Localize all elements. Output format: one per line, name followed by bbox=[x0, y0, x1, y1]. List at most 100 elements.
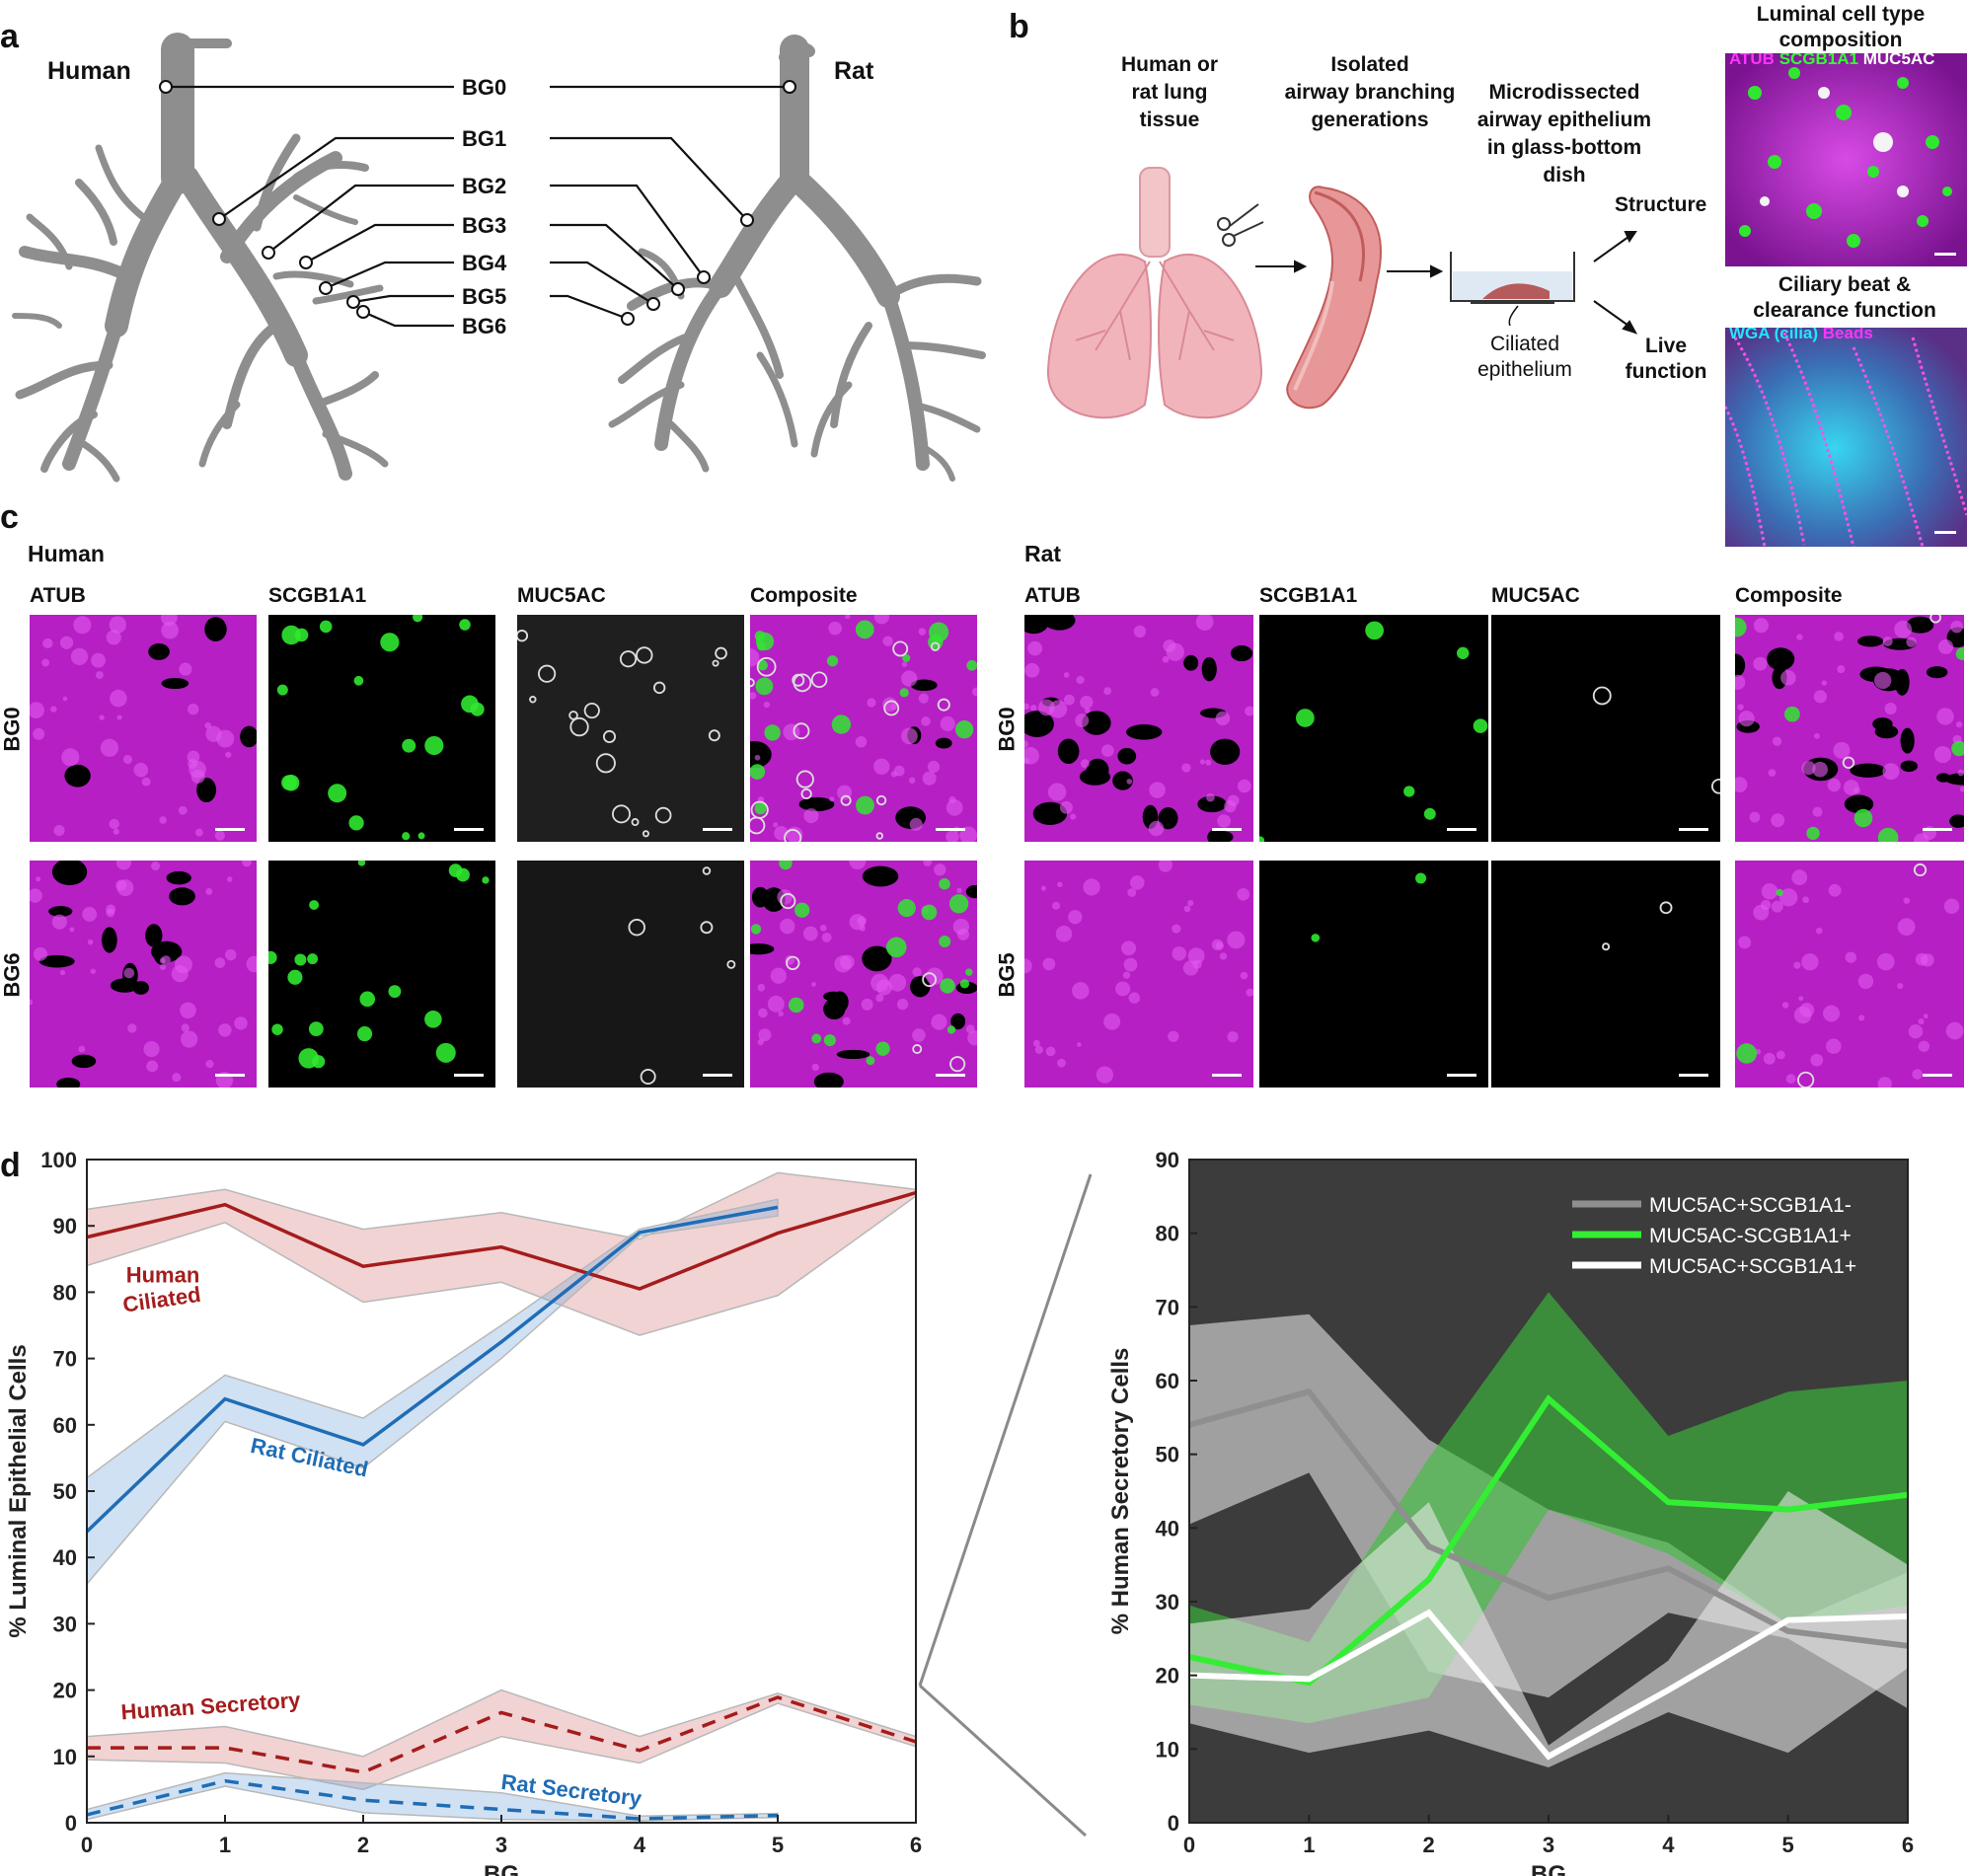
series-annotation: Human Secretory bbox=[120, 1688, 302, 1725]
micrograph-human-bg0-scgb1a1 bbox=[268, 615, 495, 842]
bg1-label: BG1 bbox=[462, 126, 507, 151]
y-tick-label: 40 bbox=[53, 1545, 77, 1570]
step2-text: Isolated airway branching generations bbox=[1251, 51, 1488, 134]
x-tick-label: 4 bbox=[634, 1833, 646, 1857]
scale-bar bbox=[1923, 828, 1952, 831]
luminal-composition-title: Luminal cell type composition bbox=[1717, 2, 1964, 53]
workflow-illustration bbox=[1046, 167, 1638, 419]
lungs-icon bbox=[1046, 167, 1263, 419]
x-tick-label: 1 bbox=[219, 1833, 231, 1857]
y-tick-label: 0 bbox=[1168, 1811, 1179, 1836]
legend-label: MUC5AC-SCGB1A1+ bbox=[1649, 1225, 1852, 1247]
step1-line: rat lung bbox=[1131, 81, 1208, 104]
x-tick-label: 5 bbox=[772, 1833, 784, 1857]
bg3-label: BG3 bbox=[462, 213, 507, 238]
structure-label: Structure bbox=[1615, 193, 1707, 216]
micrograph-rat-bg5-atub bbox=[1024, 861, 1253, 1088]
channel-header-human-atub: ATUB bbox=[30, 584, 86, 607]
scale-bar bbox=[1679, 1074, 1708, 1077]
y-tick-label: 40 bbox=[1156, 1516, 1179, 1540]
y-tick-label: 50 bbox=[1156, 1443, 1179, 1467]
micrograph-rat-bg5-muc5ac bbox=[1491, 861, 1720, 1088]
zoom-connector bbox=[918, 1173, 1093, 1838]
scale-bar bbox=[215, 1074, 245, 1077]
y-tick-label: 0 bbox=[65, 1811, 77, 1836]
x-tick-label: 5 bbox=[1782, 1833, 1794, 1857]
step3-text: Microdissected airway epithelium in glas… bbox=[1441, 79, 1688, 189]
micrograph-rat-bg0-scgb1a1 bbox=[1259, 615, 1488, 842]
step1-line: Human or bbox=[1120, 53, 1218, 76]
y-tick-label: 30 bbox=[53, 1612, 77, 1636]
y-tick-label: 90 bbox=[53, 1214, 77, 1238]
step3-line: dish bbox=[1543, 164, 1586, 187]
micrograph-human-bg6-scgb1a1 bbox=[268, 861, 495, 1088]
band-rat-secretory bbox=[86, 1771, 779, 1822]
channel-header-rat-muc5ac: MUC5AC bbox=[1491, 584, 1580, 607]
micrograph-rat-bg5-composite bbox=[1735, 861, 1964, 1088]
y-tick-label: 60 bbox=[53, 1413, 77, 1438]
micrograph-rat-bg0-muc5ac bbox=[1491, 615, 1720, 842]
micrograph-rat-bg0-atub bbox=[1024, 615, 1253, 842]
dish-label-line: epithelium bbox=[1477, 358, 1572, 381]
row-label-rat-bg0: BG0 bbox=[994, 707, 1020, 752]
y-tick-label: 100 bbox=[40, 1150, 77, 1172]
channel-wga: WGA (cilia) bbox=[1729, 328, 1819, 342]
channel-muc5ac: MUC5AC bbox=[1862, 53, 1935, 68]
micrograph-human-bg6-muc5ac bbox=[517, 861, 744, 1088]
micrograph-human-bg0-muc5ac bbox=[517, 615, 744, 842]
dish-label: Ciliated epithelium bbox=[1451, 332, 1599, 383]
panel-letter-d: d bbox=[0, 1147, 21, 1184]
panel-letter-b: b bbox=[1009, 8, 1029, 45]
channel-atub: ATUB bbox=[1729, 53, 1775, 68]
scale-bar bbox=[1447, 1074, 1476, 1077]
micrograph-human-bg6-atub bbox=[30, 861, 257, 1088]
panel-a-human-title: Human bbox=[47, 57, 131, 85]
y-tick-label: 10 bbox=[1156, 1737, 1179, 1762]
title-line: clearance function bbox=[1753, 299, 1936, 322]
live-label-line: function bbox=[1625, 360, 1707, 383]
series-line-rat-ciliated bbox=[85, 1205, 779, 1534]
x-tick-label: 2 bbox=[357, 1833, 369, 1857]
x-tick-label: 2 bbox=[1423, 1833, 1435, 1857]
scale-bar bbox=[1934, 531, 1956, 534]
x-tick-label: 1 bbox=[1303, 1833, 1315, 1857]
y-tick-label: 70 bbox=[1156, 1295, 1179, 1319]
x-tick-label: 6 bbox=[910, 1833, 922, 1857]
scale-bar bbox=[454, 828, 484, 831]
y-tick-label: 80 bbox=[1156, 1222, 1179, 1246]
dish-label-line: Ciliated bbox=[1489, 333, 1560, 355]
ciliary-function-title: Ciliary beat & clearance function bbox=[1722, 272, 1967, 324]
x-axis-label: BG bbox=[1531, 1861, 1566, 1876]
live-channel-legend: WGA (cilia) Beads bbox=[1729, 328, 1873, 343]
live-label-line: Live bbox=[1644, 335, 1688, 357]
row-label-rat-bg5: BG5 bbox=[994, 952, 1020, 998]
y-tick-label: 70 bbox=[53, 1347, 77, 1372]
scale-bar bbox=[936, 828, 965, 831]
band-human-ciliated bbox=[86, 1171, 917, 1336]
scale-bar bbox=[1679, 828, 1708, 831]
title-line: Ciliary beat & bbox=[1778, 273, 1912, 296]
x-axis-label: BG bbox=[484, 1861, 519, 1876]
structure-image: ATUB SCGB1A1 MUC5AC bbox=[1725, 53, 1967, 266]
step3-line: airway epithelium bbox=[1476, 109, 1652, 131]
title-line: composition bbox=[1778, 29, 1903, 51]
panel-a-rat-title: Rat bbox=[834, 57, 874, 85]
micrograph-rat-bg0-composite bbox=[1735, 615, 1964, 842]
step2-line: Isolated bbox=[1330, 53, 1409, 76]
channel-header-rat-composite: Composite bbox=[1735, 584, 1843, 607]
series-line-rat-secretory bbox=[86, 1778, 779, 1821]
band-muc5ac-scgb1a1- bbox=[1189, 1491, 1908, 1767]
x-tick-label: 3 bbox=[495, 1833, 507, 1857]
y-axis-label: % Luminal Epithelial Cells bbox=[5, 1344, 32, 1637]
scale-bar bbox=[703, 828, 732, 831]
scale-bar bbox=[215, 828, 245, 831]
step3-line: in glass-bottom bbox=[1486, 136, 1642, 159]
micrograph-human-bg6-composite bbox=[750, 861, 977, 1088]
panel-c-human-title: Human bbox=[28, 541, 105, 566]
y-tick-label: 90 bbox=[1156, 1150, 1179, 1172]
channel-header-rat-scgb1a1: SCGB1A1 bbox=[1259, 584, 1358, 607]
y-tick-label: 20 bbox=[53, 1679, 77, 1703]
bg2-label: BG2 bbox=[462, 174, 507, 198]
